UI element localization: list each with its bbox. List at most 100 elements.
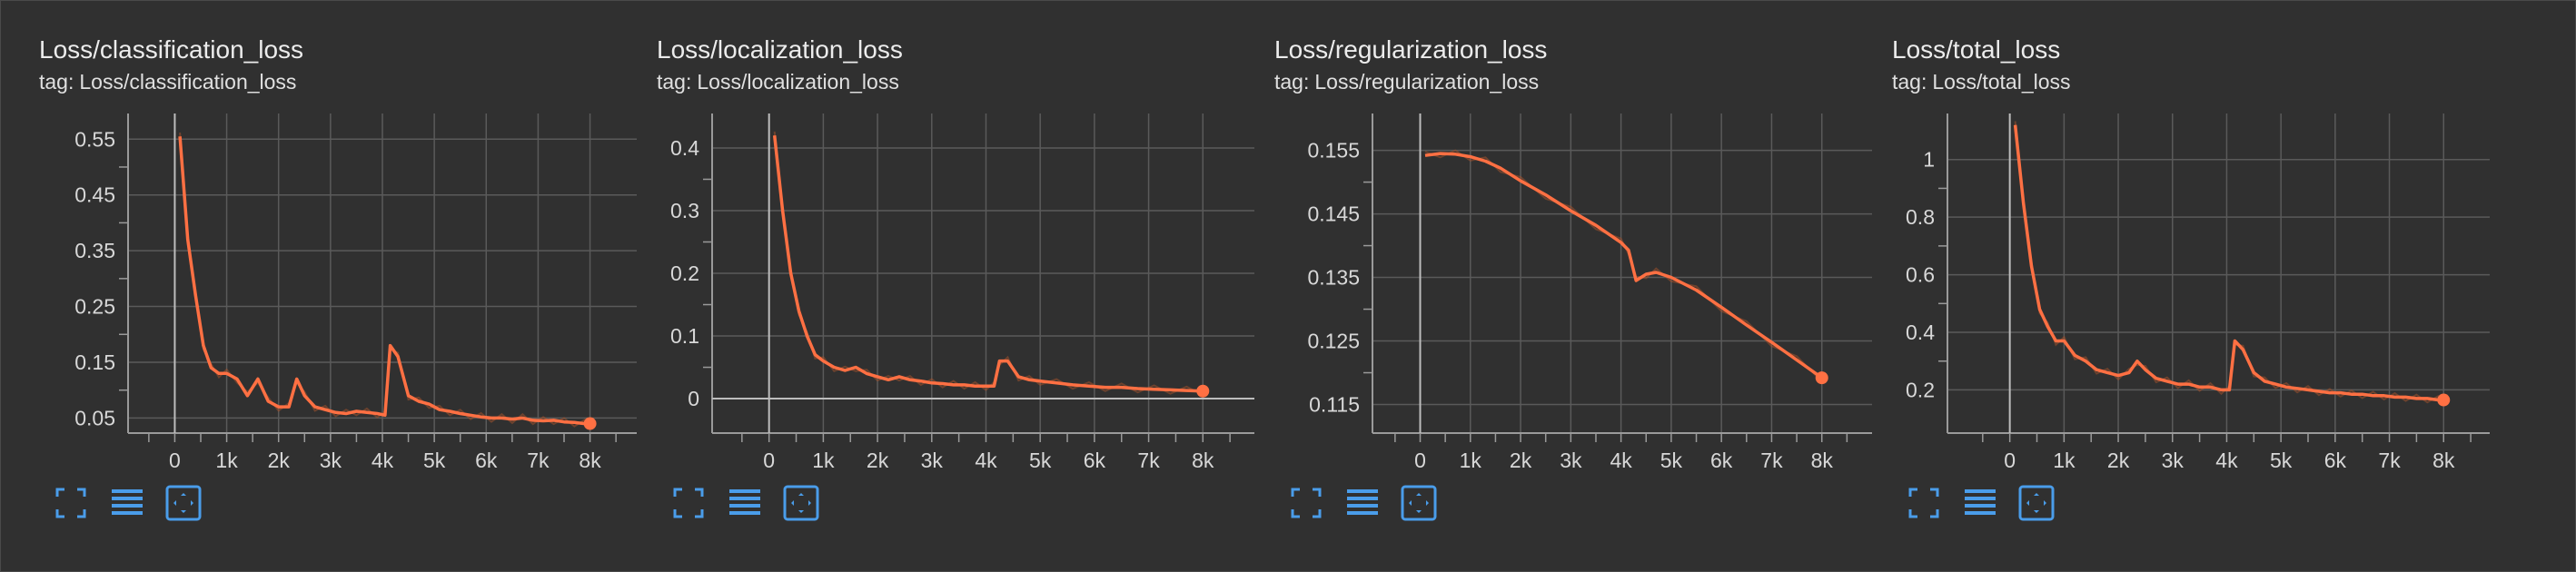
fullscreen-button[interactable]: [1287, 484, 1325, 522]
x-tick-label: 8k: [579, 449, 601, 472]
chart-tag-prefix: tag:: [1274, 70, 1310, 94]
y-tick-label: 0.2: [670, 261, 699, 285]
x-tick-label: 6k: [1084, 449, 1106, 472]
x-tick-label: 5k: [423, 449, 446, 472]
fullscreen-button[interactable]: [52, 484, 90, 522]
y-tick-label: 1: [1923, 148, 1935, 172]
x-tick-label: 2k: [2107, 449, 2130, 472]
chart-card-classification-loss: Loss/classification_loss tag: Loss/classi…: [1, 1, 637, 571]
x-tick-label: 1k: [1460, 449, 1482, 472]
line-chart[interactable]: 0.115 0.125 0.135 0.145 0.155 0 1k 2k 3k 4k 5k 6k 7k…: [1236, 92, 1872, 472]
chart-tag: tag: Loss/classification_loss: [39, 70, 296, 94]
x-tick-label: 3k: [320, 449, 342, 472]
x-tick-label: 7k: [1760, 449, 1783, 472]
plot-area: 0.2 0.4 0.6 0.8 1 0 1k 2k 3k 4k 5k 6k 7k 8k: [1906, 113, 2490, 472]
data-table-button[interactable]: [726, 484, 764, 522]
x-tick-label: 5k: [1660, 449, 1683, 472]
x-tick-label: 6k: [475, 449, 498, 472]
x-tick-label: 7k: [2378, 449, 2401, 472]
x-tick-label: 3k: [1560, 449, 1582, 472]
y-tick-label: 0.135: [1307, 266, 1360, 290]
y-tick-label: 0.8: [1906, 205, 1935, 229]
x-tick-label: 3k: [921, 449, 944, 472]
y-tick-label: 0.25: [74, 295, 115, 319]
fullscreen-button[interactable]: [1905, 484, 1943, 522]
raw-series-line: [1424, 149, 1823, 383]
x-tick-label: 4k: [975, 449, 997, 472]
fullscreen-button[interactable]: [669, 484, 708, 522]
chart-card-regularization-loss: Loss/regularization_loss tag: Loss/regula…: [1236, 1, 1872, 571]
y-tick-label: 0.1: [670, 324, 699, 348]
y-tick-label: 0.15: [74, 350, 115, 374]
x-tick-label: 0: [2004, 449, 2016, 472]
fit-domain-button[interactable]: [782, 484, 820, 522]
chart-title: Loss/classification_loss: [39, 35, 304, 64]
x-tick-label: 1k: [812, 449, 835, 472]
x-tick-label: 5k: [1029, 449, 1052, 472]
fullscreen-icon: [55, 488, 86, 518]
y-tick-label: 0.35: [74, 239, 115, 262]
fit-domain-button[interactable]: [164, 484, 203, 522]
y-tick-label: 0.125: [1307, 330, 1360, 353]
data-table-button[interactable]: [108, 484, 146, 522]
x-tick-label: 1k: [215, 449, 238, 472]
x-tick-label: 7k: [1137, 449, 1160, 472]
x-tick-label: 8k: [1811, 449, 1834, 472]
fit-domain-button[interactable]: [1400, 484, 1438, 522]
x-tick-label: 4k: [372, 449, 394, 472]
fit-domain-icon: [1401, 485, 1437, 521]
x-tick-label: 0: [1414, 449, 1426, 472]
line-chart[interactable]: 0.05 0.15 0.25 0.35 0.45 0.55 0 1k 2k 3k 4k 5k 6k 7k 8…: [1, 92, 637, 472]
plot-area: 0.05 0.15 0.25 0.35 0.45 0.55 0 1k 2k 3k 4k 5k 6k 7k 8…: [74, 113, 637, 472]
y-tick-label: 0.55: [74, 127, 115, 151]
x-tick-label: 8k: [1192, 449, 1214, 472]
y-tick-label: 0.4: [1906, 321, 1935, 344]
x-tick-label: 3k: [2162, 449, 2185, 472]
y-tick-label: 0.2: [1906, 378, 1935, 401]
fit-domain-button[interactable]: [2017, 484, 2056, 522]
x-tick-label: 7k: [527, 449, 550, 472]
series-line: [1424, 152, 1823, 380]
y-tick-label: 0: [688, 387, 699, 410]
x-tick-label: 2k: [268, 449, 291, 472]
y-tick-label: 0.155: [1307, 139, 1360, 163]
last-point-marker: [2437, 393, 2451, 407]
chart-tag-value: Loss/total_loss: [1932, 70, 2071, 94]
chart-tag-prefix: tag:: [1892, 70, 1927, 94]
y-tick-label: 0.45: [74, 183, 115, 207]
chart-title: Loss/localization_loss: [657, 35, 903, 64]
y-tick-label: 0.3: [670, 199, 699, 222]
line-chart[interactable]: 0 0.1 0.2 0.3 0.4 0 1k 2k 3k 4k 5k 6k 7k 8k: [619, 92, 1254, 472]
x-tick-label: 4k: [2215, 449, 2238, 472]
x-tick-label: 6k: [1710, 449, 1733, 472]
x-tick-label: 8k: [2432, 449, 2455, 472]
fit-domain-icon: [2018, 485, 2055, 521]
chart-tag: tag: Loss/localization_loss: [657, 70, 899, 94]
data-table-button[interactable]: [1343, 484, 1382, 522]
chart-toolbar: [1287, 484, 1523, 522]
chart-tag: tag: Loss/regularization_loss: [1274, 70, 1539, 94]
raw-series-line: [773, 131, 1204, 396]
series-line: [2013, 124, 2444, 402]
chart-card-localization-loss: Loss/localization_loss tag: Loss/localiza…: [619, 1, 1254, 571]
y-tick-label: 0.115: [1309, 393, 1360, 417]
chart-tag-prefix: tag:: [657, 70, 692, 94]
line-chart[interactable]: 0.2 0.4 0.6 0.8 1 0 1k 2k 3k 4k 5k 6k 7k 8k: [1854, 92, 2490, 472]
chart-toolbar: [669, 484, 906, 522]
chart-title: Loss/regularization_loss: [1274, 35, 1548, 64]
chart-tag-value: Loss/classification_loss: [79, 70, 297, 94]
fullscreen-icon: [1291, 488, 1322, 518]
chart-toolbar: [52, 484, 288, 522]
fullscreen-icon: [673, 488, 704, 518]
fullscreen-icon: [1908, 488, 1939, 518]
data-table-icon: [1965, 489, 1996, 515]
x-tick-label: 5k: [2270, 449, 2293, 472]
data-table-button[interactable]: [1961, 484, 1999, 522]
x-tick-label: 4k: [1610, 449, 1632, 472]
plot-area: 0.115 0.125 0.135 0.145 0.155 0 1k 2k 3k 4k 5k 6k 7k…: [1307, 113, 1872, 472]
chart-tag: tag: Loss/total_loss: [1892, 70, 2071, 94]
chart-toolbar: [1905, 484, 2141, 522]
y-tick-label: 0.145: [1307, 202, 1360, 226]
x-tick-label: 0: [763, 449, 775, 472]
chart-title: Loss/total_loss: [1892, 35, 2061, 64]
